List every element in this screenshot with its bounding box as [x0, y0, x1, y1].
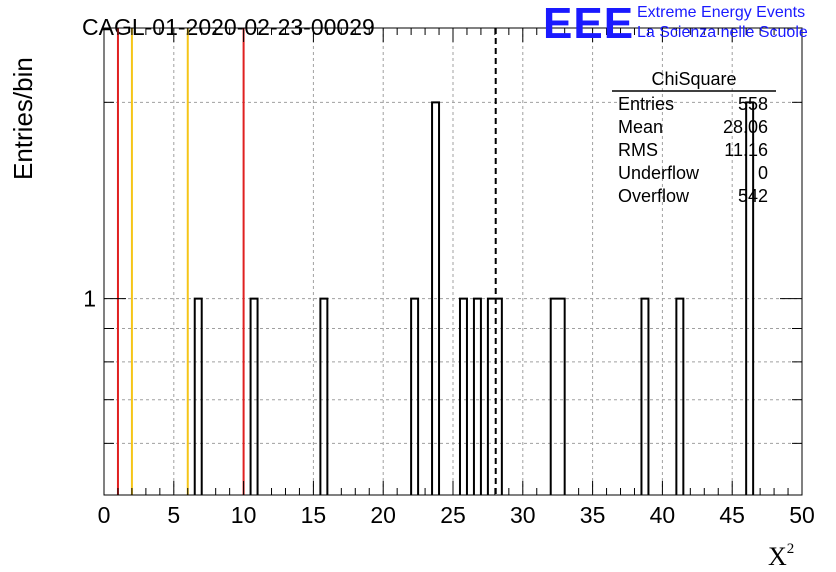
histogram-bar: [410, 297, 420, 495]
x-tick-label: 45: [719, 502, 745, 528]
histogram-bar: [745, 101, 755, 495]
logo-subtitle-line2: La Scienza nelle Scuole: [637, 24, 808, 41]
x-axis-label: X2: [768, 541, 794, 571]
x-tick-label: 25: [440, 502, 466, 528]
x-tick-label: 5: [167, 502, 180, 528]
x-tick-label: 35: [580, 502, 606, 528]
x-tick-label: 40: [650, 502, 676, 528]
stats-row-value: 28.06: [723, 117, 768, 137]
y-tick-label: 1: [83, 286, 96, 312]
x-tick-label: 20: [370, 502, 396, 528]
eee-logo: EEE: [543, 0, 635, 48]
histogram-bar: [472, 297, 482, 495]
histogram-bar: [319, 297, 329, 495]
stats-row-value: 11.16: [724, 140, 768, 160]
logo-subtitle-line1: Extreme Energy Events: [637, 4, 806, 21]
x-axis-label-superscript: 2: [787, 541, 795, 557]
stats-row-label: Underflow: [618, 163, 700, 183]
y-axis-label: Entries/bin: [8, 57, 38, 180]
histogram-bar: [193, 297, 203, 495]
stats-row-label: Overflow: [618, 186, 690, 206]
x-tick-label: 50: [789, 502, 815, 528]
stats-row-label: Entries: [618, 94, 674, 114]
stats-box-title: ChiSquare: [651, 69, 736, 89]
stats-row-value: 542: [738, 186, 768, 206]
histogram-bar: [549, 297, 566, 495]
stats-row-label: Mean: [618, 117, 663, 137]
histogram-bar: [431, 101, 441, 495]
stats-row-label: RMS: [618, 140, 658, 160]
chart-title: CAGL-01-2020-02-23-00029: [82, 14, 375, 40]
stats-row-value: 0: [758, 163, 768, 183]
x-tick-label: 15: [301, 502, 327, 528]
histogram-bar: [249, 297, 259, 495]
x-tick-label: 0: [98, 502, 111, 528]
histogram-bar: [458, 297, 468, 495]
x-axis-label-base: X: [768, 542, 787, 571]
histogram-bar: [675, 297, 685, 495]
x-tick-label: 10: [231, 502, 257, 528]
stats-row-value: 558: [738, 94, 768, 114]
histogram-bar: [640, 297, 650, 495]
x-tick-label: 30: [510, 502, 536, 528]
